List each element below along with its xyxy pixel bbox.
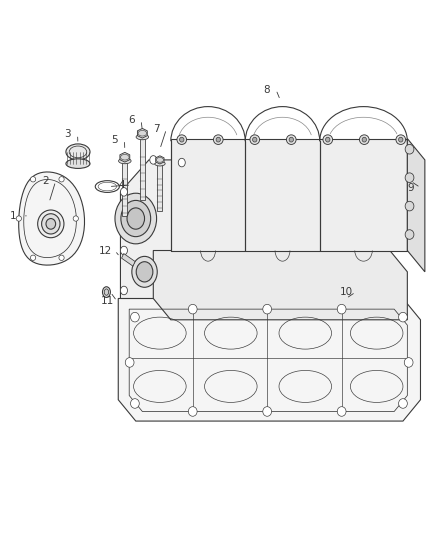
Ellipse shape <box>289 137 293 142</box>
Ellipse shape <box>399 137 403 142</box>
Ellipse shape <box>119 158 131 164</box>
Polygon shape <box>122 163 127 216</box>
Polygon shape <box>171 139 407 251</box>
Ellipse shape <box>30 255 35 261</box>
Polygon shape <box>140 139 145 200</box>
Polygon shape <box>138 128 147 138</box>
Ellipse shape <box>125 358 134 367</box>
Ellipse shape <box>263 407 272 416</box>
Ellipse shape <box>404 358 413 367</box>
Polygon shape <box>120 160 184 298</box>
Ellipse shape <box>188 407 197 416</box>
Text: 2: 2 <box>42 176 49 186</box>
Ellipse shape <box>121 200 151 237</box>
Ellipse shape <box>46 219 56 229</box>
Ellipse shape <box>396 135 406 144</box>
Ellipse shape <box>42 214 60 234</box>
Ellipse shape <box>216 137 220 142</box>
Ellipse shape <box>59 255 64 261</box>
Polygon shape <box>155 156 164 164</box>
Ellipse shape <box>115 193 157 244</box>
Ellipse shape <box>120 286 127 295</box>
Text: 12: 12 <box>99 246 112 255</box>
Polygon shape <box>118 298 420 421</box>
Ellipse shape <box>405 230 414 239</box>
Ellipse shape <box>360 135 369 144</box>
Ellipse shape <box>180 137 184 142</box>
Text: 8: 8 <box>263 85 270 94</box>
Text: 10: 10 <box>339 287 353 297</box>
Ellipse shape <box>178 158 185 167</box>
Ellipse shape <box>250 135 260 144</box>
Text: 7: 7 <box>153 124 160 134</box>
Ellipse shape <box>73 216 78 221</box>
Ellipse shape <box>177 135 187 144</box>
Ellipse shape <box>213 135 223 144</box>
Ellipse shape <box>131 312 139 322</box>
Ellipse shape <box>325 137 330 142</box>
Ellipse shape <box>155 161 165 166</box>
Text: 4: 4 <box>118 180 125 190</box>
Ellipse shape <box>399 399 407 408</box>
Ellipse shape <box>150 156 157 164</box>
Ellipse shape <box>66 159 90 168</box>
Ellipse shape <box>31 176 36 182</box>
Text: 1: 1 <box>10 211 17 221</box>
Ellipse shape <box>362 137 367 142</box>
Ellipse shape <box>38 210 64 238</box>
Ellipse shape <box>120 188 127 196</box>
Text: 9: 9 <box>407 183 414 192</box>
Ellipse shape <box>59 176 64 182</box>
Polygon shape <box>407 139 425 272</box>
Polygon shape <box>120 152 130 162</box>
Ellipse shape <box>102 287 110 297</box>
Ellipse shape <box>405 201 414 211</box>
Ellipse shape <box>337 304 346 314</box>
Ellipse shape <box>286 135 296 144</box>
Ellipse shape <box>399 312 407 322</box>
Ellipse shape <box>66 144 90 160</box>
Ellipse shape <box>132 256 157 287</box>
Ellipse shape <box>263 304 272 314</box>
Polygon shape <box>153 251 407 320</box>
Ellipse shape <box>136 262 153 282</box>
Text: 3: 3 <box>64 130 71 139</box>
Polygon shape <box>19 172 85 265</box>
Ellipse shape <box>405 144 414 154</box>
Ellipse shape <box>120 246 127 255</box>
Ellipse shape <box>104 289 109 295</box>
Ellipse shape <box>323 135 332 144</box>
Ellipse shape <box>127 208 145 229</box>
Ellipse shape <box>253 137 257 142</box>
Ellipse shape <box>188 304 197 314</box>
Polygon shape <box>157 165 162 211</box>
Ellipse shape <box>405 173 414 182</box>
Text: 11: 11 <box>101 296 114 306</box>
Ellipse shape <box>136 134 148 140</box>
Ellipse shape <box>337 407 346 416</box>
Polygon shape <box>122 254 135 266</box>
Text: 6: 6 <box>128 115 135 125</box>
Ellipse shape <box>131 399 139 408</box>
Text: 5: 5 <box>111 135 118 144</box>
Ellipse shape <box>16 216 21 221</box>
